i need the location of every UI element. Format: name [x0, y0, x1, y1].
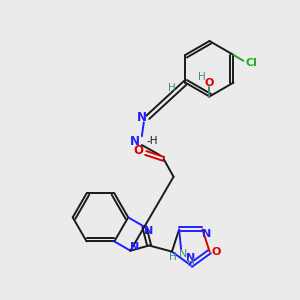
Text: H: H: [168, 82, 176, 93]
Text: N: N: [179, 249, 187, 259]
Text: O: O: [134, 145, 144, 158]
Text: O: O: [212, 247, 221, 256]
Text: -H: -H: [147, 136, 158, 146]
Text: O: O: [205, 78, 214, 88]
Text: N: N: [144, 226, 153, 236]
Text: N: N: [202, 230, 211, 239]
Text: N: N: [130, 135, 140, 148]
Text: N: N: [130, 242, 139, 252]
Text: N: N: [186, 254, 195, 263]
Text: H: H: [187, 258, 195, 268]
Text: N: N: [137, 111, 147, 124]
Text: H: H: [169, 252, 177, 262]
Text: H: H: [198, 72, 206, 82]
Text: Cl: Cl: [245, 58, 257, 68]
